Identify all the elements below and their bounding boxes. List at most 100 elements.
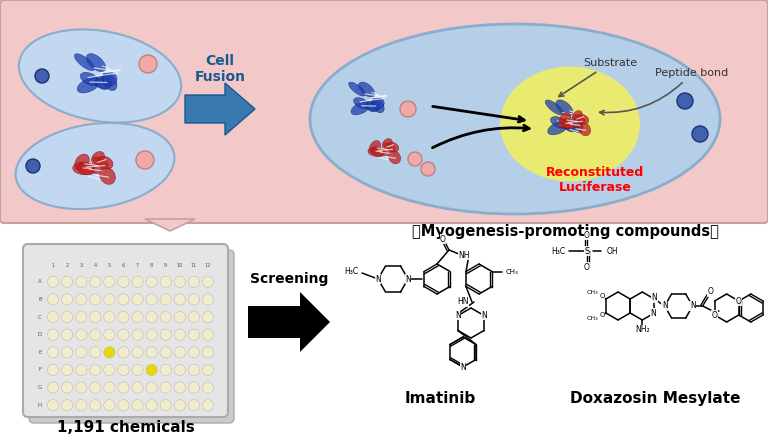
- Circle shape: [188, 400, 200, 411]
- Text: O: O: [707, 287, 713, 296]
- Circle shape: [90, 276, 101, 287]
- Circle shape: [160, 364, 171, 375]
- Circle shape: [160, 400, 171, 411]
- Text: N: N: [375, 274, 381, 283]
- Ellipse shape: [96, 75, 111, 89]
- Ellipse shape: [371, 98, 384, 113]
- Circle shape: [118, 347, 129, 358]
- Ellipse shape: [91, 151, 104, 165]
- Text: G: G: [38, 385, 42, 390]
- Text: 4: 4: [94, 263, 97, 268]
- Circle shape: [61, 364, 73, 375]
- Circle shape: [202, 329, 214, 340]
- Ellipse shape: [551, 116, 568, 128]
- Ellipse shape: [15, 123, 174, 209]
- Circle shape: [104, 276, 115, 287]
- Ellipse shape: [556, 100, 573, 116]
- Text: N: N: [650, 309, 656, 318]
- Circle shape: [61, 329, 73, 340]
- Circle shape: [118, 329, 129, 340]
- Circle shape: [202, 400, 214, 411]
- Ellipse shape: [571, 116, 583, 128]
- Circle shape: [188, 382, 200, 393]
- Circle shape: [202, 364, 214, 375]
- Circle shape: [132, 294, 143, 305]
- Circle shape: [104, 382, 115, 393]
- Text: NH₂: NH₂: [635, 326, 650, 335]
- Circle shape: [90, 294, 101, 305]
- Circle shape: [160, 329, 171, 340]
- Ellipse shape: [73, 162, 94, 175]
- Text: C: C: [38, 315, 42, 319]
- Circle shape: [90, 382, 101, 393]
- Circle shape: [146, 400, 157, 411]
- Text: CH₃: CH₃: [586, 290, 598, 296]
- Ellipse shape: [372, 148, 385, 157]
- Circle shape: [75, 364, 87, 375]
- Ellipse shape: [90, 164, 103, 174]
- Ellipse shape: [78, 164, 94, 175]
- Circle shape: [61, 400, 73, 411]
- Ellipse shape: [359, 82, 375, 97]
- Text: O: O: [584, 230, 590, 240]
- Ellipse shape: [560, 112, 571, 125]
- Ellipse shape: [310, 24, 720, 214]
- Ellipse shape: [381, 148, 391, 155]
- Circle shape: [104, 364, 115, 375]
- Circle shape: [104, 347, 115, 358]
- Text: 【Myogenesis-promoting compounds】: 【Myogenesis-promoting compounds】: [412, 224, 718, 239]
- Ellipse shape: [19, 30, 181, 122]
- Circle shape: [48, 312, 58, 323]
- Ellipse shape: [577, 114, 589, 124]
- Circle shape: [61, 347, 73, 358]
- Circle shape: [48, 400, 58, 411]
- Circle shape: [75, 382, 87, 393]
- Circle shape: [118, 382, 129, 393]
- Circle shape: [174, 364, 185, 375]
- Circle shape: [160, 294, 171, 305]
- Text: E: E: [38, 350, 42, 355]
- Circle shape: [118, 294, 129, 305]
- Circle shape: [48, 329, 58, 340]
- Ellipse shape: [561, 120, 574, 128]
- Text: 12: 12: [205, 263, 211, 268]
- Circle shape: [160, 382, 171, 393]
- Text: 9: 9: [164, 263, 167, 268]
- Text: B: B: [38, 297, 42, 302]
- Circle shape: [104, 400, 115, 411]
- Circle shape: [408, 152, 422, 166]
- Ellipse shape: [578, 123, 591, 136]
- Text: Substrate: Substrate: [559, 58, 637, 96]
- Text: D: D: [38, 332, 42, 337]
- Ellipse shape: [81, 72, 99, 85]
- Text: 10: 10: [177, 263, 183, 268]
- Text: CH₃: CH₃: [506, 269, 518, 274]
- Circle shape: [118, 364, 129, 375]
- Ellipse shape: [74, 54, 94, 71]
- Circle shape: [61, 294, 73, 305]
- Text: Reconstituted
Luciferase: Reconstituted Luciferase: [546, 166, 644, 194]
- Text: OH: OH: [607, 247, 619, 256]
- Circle shape: [136, 151, 154, 169]
- Circle shape: [132, 347, 143, 358]
- Circle shape: [118, 312, 129, 323]
- Circle shape: [188, 364, 200, 375]
- Circle shape: [132, 329, 143, 340]
- Circle shape: [174, 382, 185, 393]
- Ellipse shape: [548, 121, 568, 135]
- Text: A: A: [38, 279, 42, 284]
- Circle shape: [174, 400, 185, 411]
- Ellipse shape: [98, 156, 113, 169]
- Circle shape: [104, 294, 115, 305]
- Circle shape: [48, 382, 58, 393]
- Ellipse shape: [383, 143, 396, 150]
- Ellipse shape: [366, 100, 379, 112]
- Ellipse shape: [369, 141, 381, 153]
- Circle shape: [146, 276, 157, 287]
- Circle shape: [75, 400, 87, 411]
- Text: NH: NH: [458, 250, 470, 260]
- Circle shape: [188, 312, 200, 323]
- Circle shape: [118, 400, 129, 411]
- Circle shape: [188, 276, 200, 287]
- Circle shape: [174, 294, 185, 305]
